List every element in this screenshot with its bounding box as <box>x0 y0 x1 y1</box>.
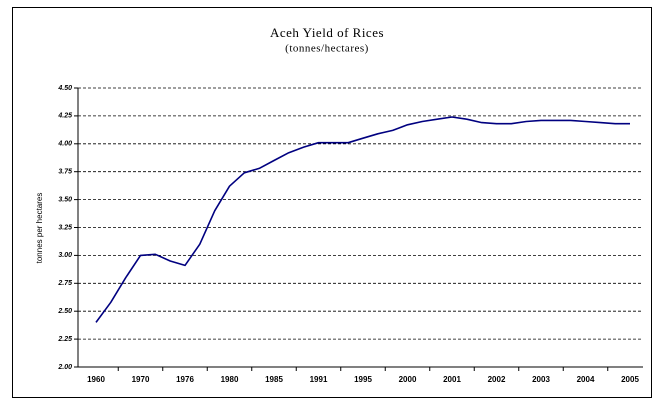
x-tick-label: 2003 <box>532 375 550 384</box>
x-tick-label: 1980 <box>221 375 239 384</box>
y-tick-label: 2.25 <box>57 336 72 343</box>
y-tick-label: 2.50 <box>57 308 72 315</box>
x-tick-label: 2002 <box>488 375 506 384</box>
x-tick-label: 2005 <box>621 375 639 384</box>
x-tick-label: 1960 <box>87 375 105 384</box>
y-axis-label: tonnes per hectares <box>35 193 44 264</box>
y-tick-label: 2.00 <box>57 364 72 371</box>
x-tick-label: 1970 <box>132 375 150 384</box>
y-tick-label: 3.75 <box>58 169 72 176</box>
chart-subtitle: (tonnes/hectares) <box>285 43 369 55</box>
y-tick-label: 4.25 <box>57 113 72 120</box>
y-tick-label: 4.50 <box>57 85 72 92</box>
x-tick-label: 2004 <box>577 375 595 384</box>
y-tick-label: 3.00 <box>58 252 72 259</box>
y-tick-label: 2.75 <box>57 280 72 287</box>
x-tick-label: 1995 <box>354 375 372 384</box>
x-tick-label: 2000 <box>399 375 417 384</box>
x-tick-label: 1985 <box>265 375 283 384</box>
chart-title: Aceh Yield of Rices <box>270 25 384 40</box>
y-tick-label: 3.25 <box>58 224 72 231</box>
data-line <box>95 116 630 323</box>
chart-frame <box>12 7 652 398</box>
y-tick-label: 3.50 <box>58 196 72 203</box>
x-tick-label: 2001 <box>443 375 461 384</box>
x-tick-label: 1976 <box>176 375 194 384</box>
y-tick-label: 4.00 <box>57 141 72 148</box>
x-tick-label: 1991 <box>310 375 328 384</box>
